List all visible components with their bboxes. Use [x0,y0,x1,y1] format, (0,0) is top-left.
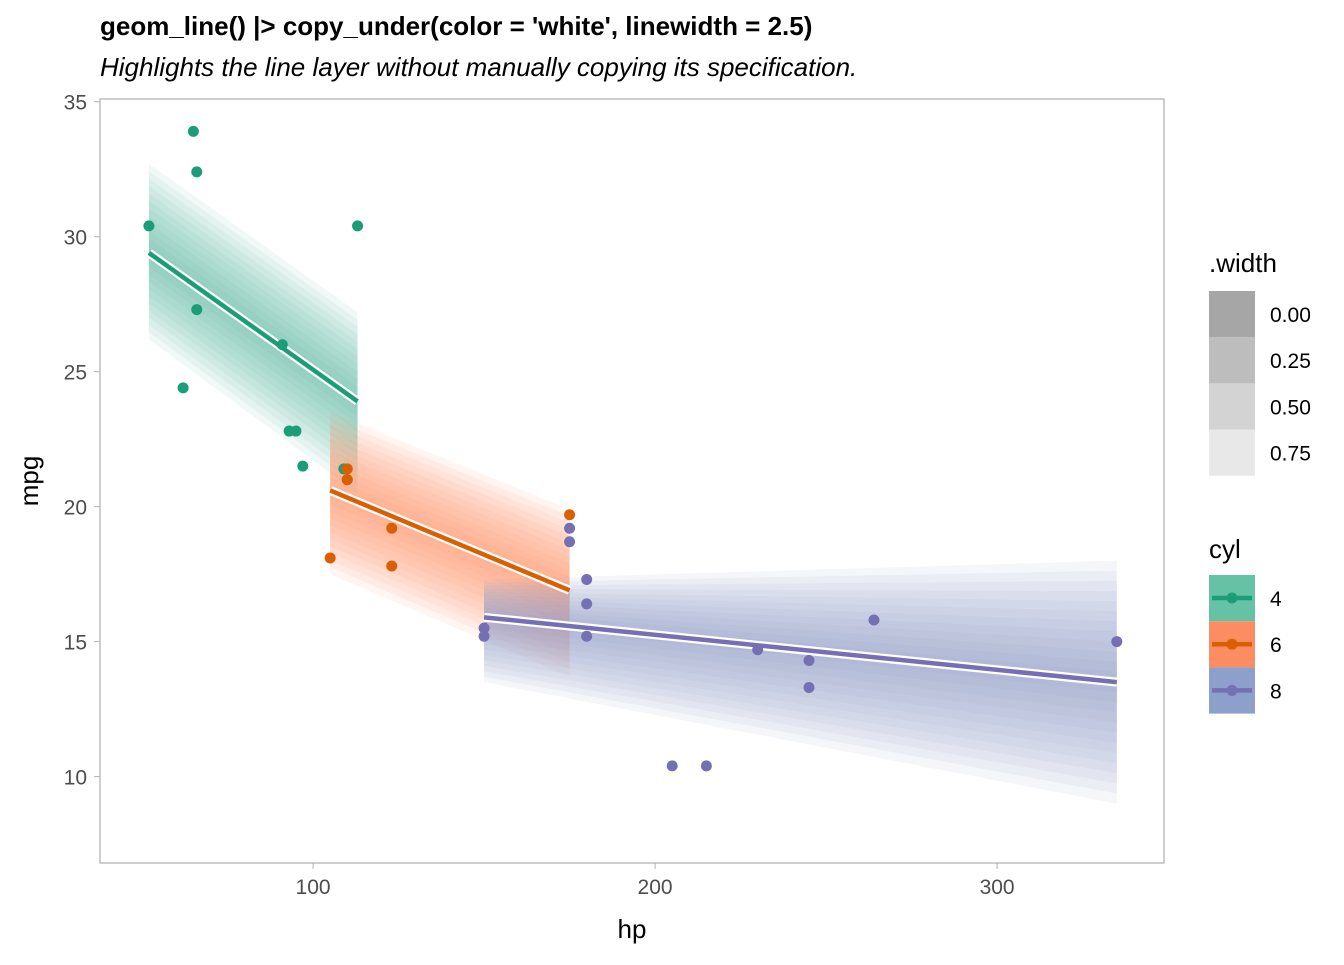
width-legend-label: 0.50 [1270,396,1311,419]
width-legend-key [1209,291,1255,338]
x-tick-label: 200 [638,876,673,899]
point-4 [177,382,189,394]
x-tick-label: 300 [980,876,1015,899]
point-6 [386,522,398,534]
cyl-legend-title: cyl [1209,534,1241,564]
point-4 [143,220,155,232]
y-tick-label: 15 [64,632,87,655]
point-8 [666,760,678,772]
width-legend-key [1209,383,1255,430]
point-4 [191,166,203,178]
point-4 [352,220,364,232]
point-4 [187,125,199,137]
point-8 [803,682,815,694]
point-8 [564,536,576,548]
point-8 [581,574,593,586]
width-legend-label: 0.00 [1270,304,1311,327]
x-tick-label: 100 [296,876,331,899]
y-tick-label: 30 [64,227,87,250]
line-6 [329,488,571,593]
interval-band-8 [484,570,1117,794]
x-axis-label: hp [618,914,647,944]
point-6 [341,463,353,475]
chart-title: geom_line() |> copy_under(color = 'white… [100,11,812,41]
width-legend-label: 0.25 [1270,350,1311,373]
point-8 [581,630,593,642]
plot-panel-border [99,98,1165,864]
line-8 [483,615,1118,685]
interval-band-8 [484,560,1117,804]
point-6 [386,560,398,572]
width-legend-label: 0.75 [1270,443,1311,466]
point-8 [564,522,576,534]
line-4 [147,251,359,404]
point-8 [478,622,490,634]
point-8 [700,760,712,772]
point-8 [1111,636,1123,648]
point-6 [324,552,336,564]
point-8 [803,655,815,667]
width-legend-key [1209,337,1255,384]
point-8 [478,630,490,642]
cyl-legend-point [1226,592,1238,604]
y-tick-label: 20 [64,497,87,520]
point-4 [290,425,302,437]
y-tick-label: 10 [64,767,87,790]
cyl-legend-label: 6 [1270,634,1282,657]
chart-subtitle: Highlights the line layer without manual… [100,52,857,82]
width-legend-title: .width [1209,248,1277,278]
point-8 [752,644,764,656]
point-4 [297,460,309,472]
cyl-legend-point [1226,638,1238,650]
y-tick-label: 35 [64,92,87,115]
y-axis-label: mpg [14,456,44,507]
width-legend-key [1209,429,1255,476]
cyl-legend-label: 8 [1270,680,1282,703]
point-4 [276,339,288,351]
cyl-legend-label: 4 [1270,588,1282,611]
point-6 [564,509,576,521]
y-tick-label: 25 [64,362,87,385]
point-6 [341,474,353,486]
cyl-legend-point [1226,684,1238,696]
point-8 [868,614,880,626]
point-8 [581,598,593,610]
point-4 [191,304,203,316]
